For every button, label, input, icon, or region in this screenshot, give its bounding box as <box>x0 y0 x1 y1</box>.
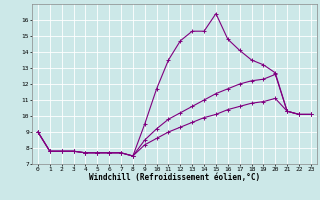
X-axis label: Windchill (Refroidissement éolien,°C): Windchill (Refroidissement éolien,°C) <box>89 173 260 182</box>
